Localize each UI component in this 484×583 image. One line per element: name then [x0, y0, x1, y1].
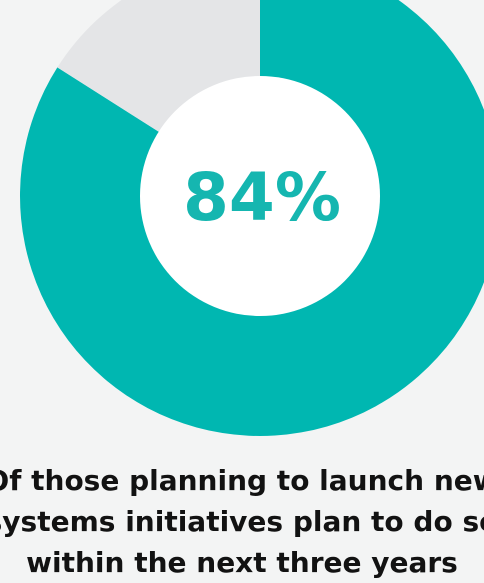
caption-line-2: systems initiatives plan to do so — [0, 505, 484, 538]
center-percentage: 84% — [183, 159, 341, 236]
donut-hole — [140, 76, 380, 316]
caption-line-1: Of those planning to launch new — [0, 464, 484, 497]
caption-line-3: within the next three years — [26, 546, 458, 579]
chart-caption: Of those planning to launch new systems … — [0, 460, 484, 583]
